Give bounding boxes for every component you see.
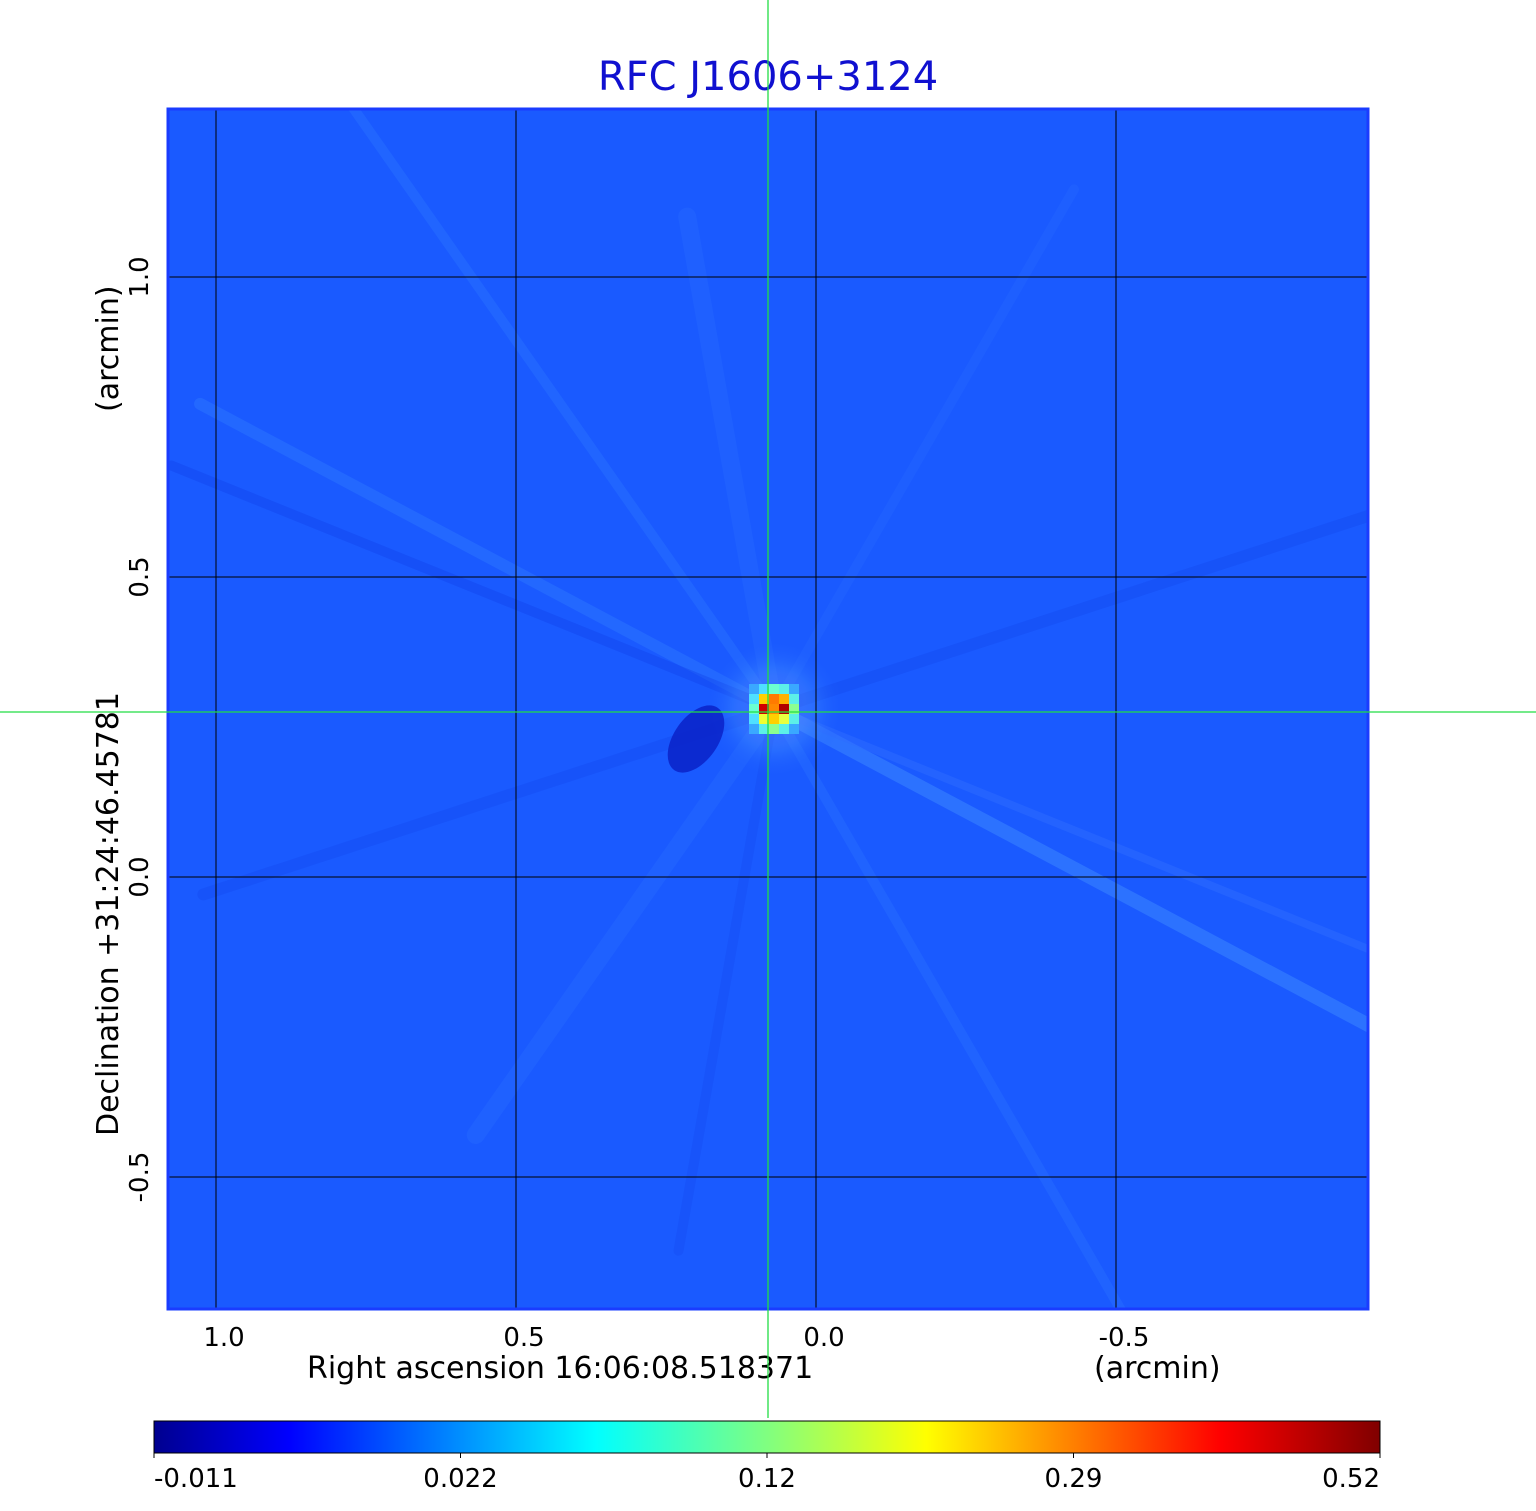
colorbar-tick-labels: -0.011 0.022 0.12 0.29 0.52 bbox=[153, 1453, 1381, 1494]
x-tick-labels: 1.0 0.5 0.0 -0.5 bbox=[203, 1323, 1149, 1353]
x-tick-label-0: 1.0 bbox=[203, 1323, 244, 1353]
y-tick-labels: -0.5 0.0 0.5 1.0 bbox=[125, 256, 155, 1202]
plot-area bbox=[166, 107, 1370, 1311]
streak-1 bbox=[770, 705, 1368, 954]
source-pixel bbox=[779, 694, 789, 704]
colorbar-tick-label-1: 0.022 bbox=[423, 1464, 497, 1494]
x-tick-label-1: 0.5 bbox=[503, 1323, 544, 1353]
x-axis-unit: (arcmin) bbox=[1094, 1351, 1221, 1386]
source-pixel bbox=[779, 704, 789, 714]
source-pixel bbox=[779, 684, 789, 694]
y-tick-label-1: 0.0 bbox=[125, 856, 155, 897]
source-pixel bbox=[759, 724, 769, 734]
streak-9 bbox=[769, 184, 1079, 714]
streak-11 bbox=[769, 704, 1127, 1309]
source-pixel bbox=[789, 694, 799, 704]
streak-8 bbox=[673, 704, 779, 1256]
y-tick-label-2: 0.5 bbox=[125, 556, 155, 597]
colorbar-tick-label-2: 0.12 bbox=[738, 1464, 796, 1494]
source-pixel bbox=[759, 694, 769, 704]
streak-3 bbox=[168, 460, 779, 714]
source-pixel bbox=[749, 704, 759, 714]
streak-6 bbox=[466, 700, 783, 1144]
source-pixel bbox=[749, 724, 759, 734]
colorbar-tick-label-3: 0.29 bbox=[1045, 1464, 1103, 1494]
source-pixel bbox=[769, 724, 779, 734]
source-pixel bbox=[749, 714, 759, 724]
source-pixel bbox=[759, 714, 769, 724]
source-pixel bbox=[789, 714, 799, 724]
source-pixel bbox=[789, 704, 799, 714]
source-pixel bbox=[759, 704, 769, 714]
y-axis-label: Declination +31:24:46.45781 bbox=[91, 692, 126, 1136]
y-tick-label-0: -0.5 bbox=[125, 1152, 155, 1203]
source-pixel bbox=[769, 694, 779, 704]
x-tick-label-2: 0.0 bbox=[803, 1323, 844, 1353]
source-pixel bbox=[759, 684, 769, 694]
source-pixel bbox=[749, 694, 759, 704]
streak-0 bbox=[767, 702, 1368, 1033]
source-pixel bbox=[769, 684, 779, 694]
y-tick-label-3: 1.0 bbox=[125, 256, 155, 297]
x-axis-label: Right ascension 16:06:08.518371 bbox=[307, 1351, 813, 1386]
colorbar: -0.011 0.022 0.12 0.29 0.52 bbox=[153, 1420, 1381, 1494]
crosshair bbox=[0, 0, 1536, 1418]
source-pixel bbox=[779, 724, 789, 734]
colorbar-tick-label-4: 0.52 bbox=[1322, 1464, 1380, 1494]
source-pixel bbox=[769, 704, 779, 714]
source-pixels bbox=[667, 639, 844, 779]
streak-4 bbox=[768, 509, 1368, 715]
colorbar-gradient bbox=[153, 1420, 1381, 1454]
source-pixel bbox=[789, 684, 799, 694]
streak-2 bbox=[194, 397, 780, 715]
source-pixel bbox=[779, 714, 789, 724]
x-tick-label-3: -0.5 bbox=[1099, 1323, 1150, 1353]
negative-lobe bbox=[667, 705, 725, 773]
source-pixel bbox=[749, 684, 759, 694]
source-pixel bbox=[769, 714, 779, 724]
streak-7 bbox=[678, 207, 783, 718]
streak-10 bbox=[347, 109, 779, 714]
y-axis-unit: (arcmin) bbox=[91, 285, 126, 412]
source-pixel bbox=[789, 724, 799, 734]
colorbar-tick-label-0: -0.011 bbox=[154, 1464, 238, 1494]
